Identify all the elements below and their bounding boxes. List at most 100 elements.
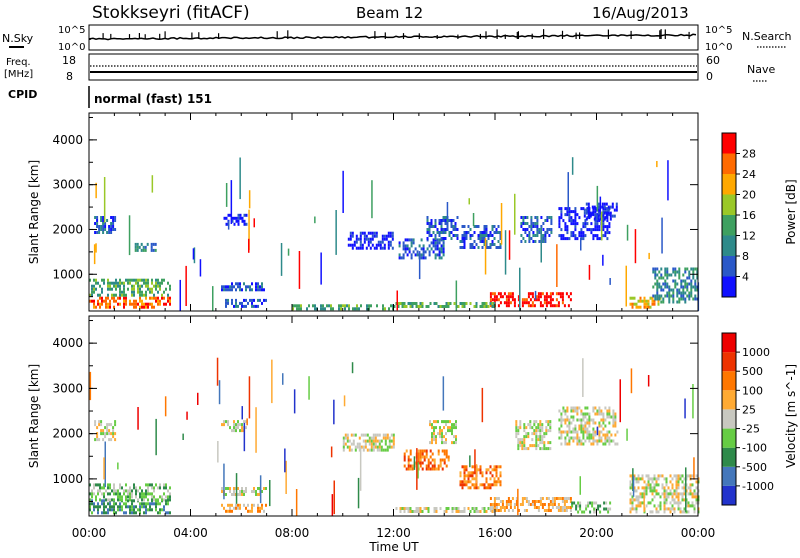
nsky-trace [89, 33, 697, 41]
power-colorbar-swatch [722, 153, 736, 174]
freq-strip [88, 53, 699, 81]
velocity-echo-region [221, 503, 267, 513]
x-tick-label: 00:00 [681, 526, 716, 540]
power-echo-region [223, 213, 248, 226]
velocity-echo-region [459, 465, 502, 490]
velocity-echo-region [571, 501, 612, 514]
nsky-strip [88, 24, 699, 51]
power-echo-region [489, 292, 572, 308]
power-ytick-label: 3000 [52, 178, 83, 192]
velocity-colorbar-tick-label: 1000 [742, 346, 770, 359]
power-colorbar-tick-label: 4 [742, 271, 749, 284]
freq-unit: [MHz] [4, 69, 33, 80]
power-colorbar-swatch [722, 276, 736, 297]
velocity-echo-region [629, 474, 700, 514]
velocity-colorbar-swatch [722, 485, 736, 505]
velocity-colorbar-swatch [722, 466, 736, 486]
power-echo-region [347, 231, 394, 250]
power-colorbar-swatch [722, 215, 736, 236]
x-tick-label: 12:00 [376, 526, 411, 540]
power-ytick-label: 2000 [52, 222, 83, 236]
power-echo-region [520, 216, 553, 243]
velocity-echo-region [89, 483, 171, 502]
velocity-colorbar-swatch [722, 390, 736, 410]
power-echo-region [94, 216, 117, 234]
velocity-colorbar-swatch [722, 409, 736, 429]
power-colorbar-tick-label: 8 [742, 250, 749, 263]
nave-tick-top: 60 [706, 54, 720, 67]
velocity-colorbar-tick-label: -500 [742, 461, 767, 474]
velocity-streaks [89, 357, 695, 516]
power-colorbar-tick-label: 16 [742, 209, 756, 222]
velocity-echo-region [89, 499, 171, 515]
freq-tick-bottom: 8 [66, 70, 73, 83]
nave-tick-bottom: 0 [706, 70, 713, 83]
power-panel-data [89, 157, 700, 311]
power-echo-region [652, 267, 699, 304]
velocity-echo-region [94, 420, 117, 442]
power-colorbar-tick-label: 28 [742, 148, 756, 161]
power-colorbar-swatch [722, 174, 736, 195]
velocity-ylabel: Slant Range [km] [27, 364, 41, 468]
nsky-tick-top-left: 10^5 [58, 25, 85, 36]
velocity-colorbar-swatch [722, 428, 736, 448]
power-streaks [93, 157, 700, 311]
power-echo-region [89, 296, 171, 309]
power-echo-region [292, 304, 394, 311]
nsky-tick-top-right: 10^5 [705, 25, 732, 36]
velocity-echo-region [221, 420, 247, 433]
velocity-echo-region [221, 487, 267, 496]
power-echo-region [583, 202, 618, 221]
power-colorbar-swatch [722, 256, 736, 277]
velocity-echo-region [558, 406, 619, 446]
power-echo-region [89, 278, 171, 297]
power-ytick-label: 4000 [52, 133, 83, 147]
velocity-colorbar-tick-label: -100 [742, 442, 767, 455]
x-axis-label: Time UT [368, 540, 419, 554]
velocity-colorbar-tick-label: 25 [742, 403, 756, 416]
velocity-colorbar-tick-label: -25 [742, 423, 760, 436]
velocity-echo-region [489, 497, 572, 512]
nsearch-label: N.Search [742, 30, 792, 43]
velocity-ytick-label: 2000 [52, 427, 83, 441]
velocity-ytick-label: 1000 [52, 472, 83, 486]
power-colorbar-swatch [722, 133, 736, 154]
velocity-colorbar: 1000 500 100 25 -25 -100 -500 -1000 [721, 332, 774, 506]
x-tick-label: 16:00 [478, 526, 513, 540]
velocity-echo-region [395, 507, 496, 513]
velocity-cbar-label: Velocity [m s^-1] [784, 364, 798, 468]
power-echo-region [629, 296, 662, 309]
velocity-colorbar-frame [721, 332, 737, 506]
cpid-value: normal (fast) 151 [94, 92, 212, 106]
nsky-label: N.Sky [2, 32, 34, 45]
power-colorbar-tick-label: 20 [742, 189, 756, 202]
power-colorbar-tick-label: 24 [742, 168, 756, 181]
power-echo-region [426, 216, 459, 240]
velocity-echo-region [403, 449, 450, 471]
beam-title: Beam 12 [356, 4, 423, 22]
power-echo-region [459, 225, 502, 249]
nsky-tick-bottom-right: 10^0 [705, 42, 732, 53]
power-ytick-label: 1000 [52, 267, 83, 281]
velocity-colorbar-swatch [722, 371, 736, 391]
power-echo-region [398, 238, 445, 260]
velocity-ytick-label: 3000 [52, 381, 83, 395]
velocity-colorbar-swatch [722, 352, 736, 372]
power-axes: 1000 2000 3000 4000 [52, 113, 699, 311]
velocity-colorbar-swatch [722, 447, 736, 467]
velocity-colorbar-tick-label: -1000 [742, 480, 774, 493]
velocity-colorbar-tick-label: 500 [742, 365, 763, 378]
station-title: Stokkseyri (fitACF) [92, 3, 250, 23]
power-colorbar-swatch [722, 235, 736, 256]
date-title: 16/Aug/2013 [592, 4, 689, 22]
velocity-echo-region [342, 433, 395, 452]
power-echo-region [134, 242, 157, 252]
cpid-label: CPID [8, 88, 37, 101]
power-echo-region [225, 298, 267, 308]
x-tick-label: 20:00 [579, 526, 614, 540]
power-ylabel: Slant Range [km] [27, 160, 41, 264]
velocity-panel-data [89, 357, 700, 516]
power-echo-region [221, 282, 265, 292]
